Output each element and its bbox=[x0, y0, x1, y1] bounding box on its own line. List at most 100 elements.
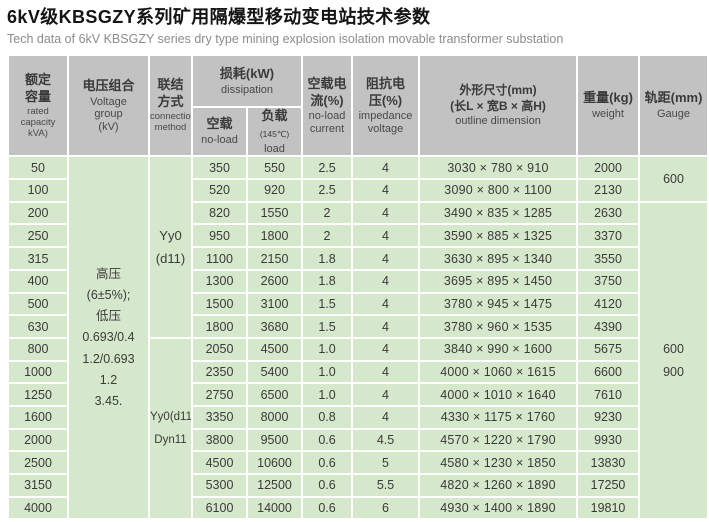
cell-load-loss: 12500 bbox=[245, 473, 304, 498]
cell-dimension: 4580 × 1230 × 1850 bbox=[418, 450, 579, 476]
table-row: 1000 2350 5400 1.0 4 4000 × 1060 × 1615 … bbox=[7, 359, 708, 385]
table-row: 630 1800 3680 1.5 4 3780 × 960 × 1535 43… bbox=[7, 314, 708, 339]
cell-load-loss: 1550 bbox=[245, 200, 304, 226]
table-row: 250 950 1800 2 4 3590 × 885 × 1325 3370 bbox=[7, 223, 708, 249]
cell-weight: 19810 bbox=[576, 495, 641, 521]
header-dissipation-group: 损耗(kW) dissipation bbox=[190, 54, 304, 108]
cell-no-load-current: 1.0 bbox=[301, 336, 354, 362]
cell-capacity: 1250 bbox=[7, 382, 69, 407]
cell-capacity: 2500 bbox=[7, 450, 69, 476]
cell-weight: 4390 bbox=[576, 314, 641, 339]
cell-impedance: 4 bbox=[351, 200, 421, 226]
cell-impedance: 4 bbox=[351, 155, 421, 181]
cell-capacity: 4000 bbox=[7, 495, 69, 521]
cell-impedance: 4 bbox=[351, 291, 421, 317]
header-load-loss: 负载 (145℃) load bbox=[245, 105, 304, 158]
cell-capacity: 2000 bbox=[7, 427, 69, 453]
cell-load-loss: 14000 bbox=[245, 495, 304, 521]
cell-no-load-current: 1.0 bbox=[301, 382, 354, 407]
header-voltage-group-en: Voltage group (kV) bbox=[90, 95, 127, 133]
cell-impedance: 6 bbox=[351, 495, 421, 521]
cell-capacity: 315 bbox=[7, 246, 69, 271]
cell-dimension: 3780 × 945 × 1475 bbox=[418, 291, 579, 317]
cell-load-loss: 1800 bbox=[245, 223, 304, 249]
cell-no-load-current: 1.5 bbox=[301, 314, 354, 339]
table-row: 1250 2750 6500 1.0 4 4000 × 1010 × 1640 … bbox=[7, 382, 708, 407]
cell-no-load-loss: 520 bbox=[191, 178, 248, 203]
tech-data-table: 额定 容量 rated capacity kVA) 电压组合 Voltage g… bbox=[7, 53, 709, 521]
cell-no-load-current: 2.5 bbox=[301, 155, 354, 181]
cell-no-load-current: 0.8 bbox=[301, 404, 354, 430]
cell-no-load-loss: 2350 bbox=[191, 359, 248, 385]
cell-weight: 2130 bbox=[576, 178, 641, 203]
cell-load-loss: 10600 bbox=[245, 450, 304, 476]
header-outline-dimension-zh: 外形尺寸(mm) (长L × 宽B × 高H) bbox=[450, 83, 546, 113]
cell-load-loss: 920 bbox=[245, 178, 304, 203]
cell-dimension: 3840 × 990 × 1600 bbox=[418, 336, 579, 362]
cell-impedance: 4 bbox=[351, 404, 421, 430]
cell-capacity: 200 bbox=[7, 200, 69, 226]
page-subtitle: Tech data of 6kV KBSGZY series dry type … bbox=[7, 32, 564, 46]
header-no-load-current: 空载电 流(%) no-load current bbox=[301, 53, 354, 158]
header-load-loss-zh: 负载 bbox=[261, 108, 288, 123]
cell-dimension: 4000 × 1060 × 1615 bbox=[418, 359, 579, 385]
header-no-load-current-zh: 空载电 流(%) bbox=[307, 75, 347, 108]
cell-dimension: 3695 × 895 × 1450 bbox=[418, 268, 579, 294]
cell-dimension: 4330 × 1175 × 1760 bbox=[418, 404, 579, 430]
cell-capacity: 630 bbox=[7, 314, 69, 339]
page-title: 6kV级KBSGZY系列矿用隔爆型移动变电站技术参数 bbox=[7, 7, 431, 27]
cell-weight: 7610 bbox=[576, 382, 641, 407]
cell-dimension: 3630 × 895 × 1340 bbox=[418, 246, 579, 271]
cell-load-loss: 2150 bbox=[245, 246, 304, 271]
cell-load-loss: 4500 bbox=[245, 336, 304, 362]
header-weight: 重量(kg) weight bbox=[576, 53, 641, 158]
cell-no-load-current: 1.5 bbox=[301, 291, 354, 317]
cell-no-load-loss: 350 bbox=[191, 155, 248, 181]
cell-no-load-loss: 5300 bbox=[191, 473, 248, 498]
cell-weight: 5675 bbox=[576, 336, 641, 362]
cell-no-load-loss: 820 bbox=[191, 200, 248, 226]
header-outline-dimension-en: outline dimension bbox=[455, 115, 541, 128]
cell-impedance: 4 bbox=[351, 246, 421, 271]
cell-weight: 3550 bbox=[576, 246, 641, 271]
cell-impedance: 4 bbox=[351, 382, 421, 407]
cell-no-load-current: 0.6 bbox=[301, 427, 354, 453]
table-row: 2500 4500 10600 0.6 5 4580 × 1230 × 1850… bbox=[7, 450, 708, 476]
cell-impedance: 4 bbox=[351, 223, 421, 249]
header-rated-capacity: 额定 容量 rated capacity kVA) bbox=[7, 53, 69, 158]
cell-impedance: 4 bbox=[351, 268, 421, 294]
table-row: 800 Yy0(d11) Dyn11 2050 4500 1.0 4 3840 … bbox=[7, 336, 708, 521]
cell-weight: 2630 bbox=[576, 200, 641, 226]
header-load-loss-note: (145℃) bbox=[259, 128, 290, 139]
table-row: 2000 3800 9500 0.6 4.5 4570 × 1220 × 179… bbox=[7, 427, 708, 453]
cell-weight: 13830 bbox=[576, 450, 641, 476]
header-voltage-group: 电压组合 Voltage group (kV) bbox=[67, 53, 150, 158]
cell-weight: 4120 bbox=[576, 291, 641, 317]
header-no-load-loss: 空载 no-load bbox=[191, 105, 248, 158]
header-outline-dimension: 外形尺寸(mm) (长L × 宽B × 高H) outline dimensio… bbox=[418, 53, 579, 158]
cell-no-load-loss: 2050 bbox=[191, 336, 248, 362]
cell-no-load-current: 1.8 bbox=[301, 246, 354, 271]
cell-weight: 9930 bbox=[576, 427, 641, 453]
cell-load-loss: 5400 bbox=[245, 359, 304, 385]
table-row: 200 820 1550 2 4 3490 × 835 × 1285 2 630 … bbox=[7, 200, 709, 521]
cell-no-load-current: 2.5 bbox=[301, 178, 354, 203]
cell-no-load-loss: 1500 bbox=[191, 291, 248, 317]
cell-no-load-loss: 3350 bbox=[191, 404, 248, 430]
cell-connection-upper: Yy0 (d11) bbox=[148, 155, 193, 339]
cell-dimension: 3780 × 960 × 1535 bbox=[418, 314, 579, 339]
cell-no-load-loss: 2750 bbox=[191, 382, 248, 407]
cell-capacity: 3150 bbox=[7, 473, 69, 498]
cell-load-loss: 3680 bbox=[245, 314, 304, 339]
header-rated-capacity-en: rated capacity kVA) bbox=[20, 105, 56, 139]
cell-impedance: 4 bbox=[351, 178, 421, 203]
cell-no-load-loss: 6100 bbox=[191, 495, 248, 521]
table-row: 315 1100 2150 1.8 4 3630 × 895 × 1340 35… bbox=[7, 246, 708, 271]
cell-no-load-current: 0.6 bbox=[301, 450, 354, 476]
cell-capacity: 800 bbox=[7, 336, 69, 362]
cell-impedance: 4 bbox=[351, 359, 421, 385]
cell-capacity: 1600 bbox=[7, 404, 69, 430]
header-gauge-zh: 轨距(mm) bbox=[644, 90, 703, 106]
cell-dimension: 4820 × 1260 × 1890 bbox=[418, 473, 579, 498]
